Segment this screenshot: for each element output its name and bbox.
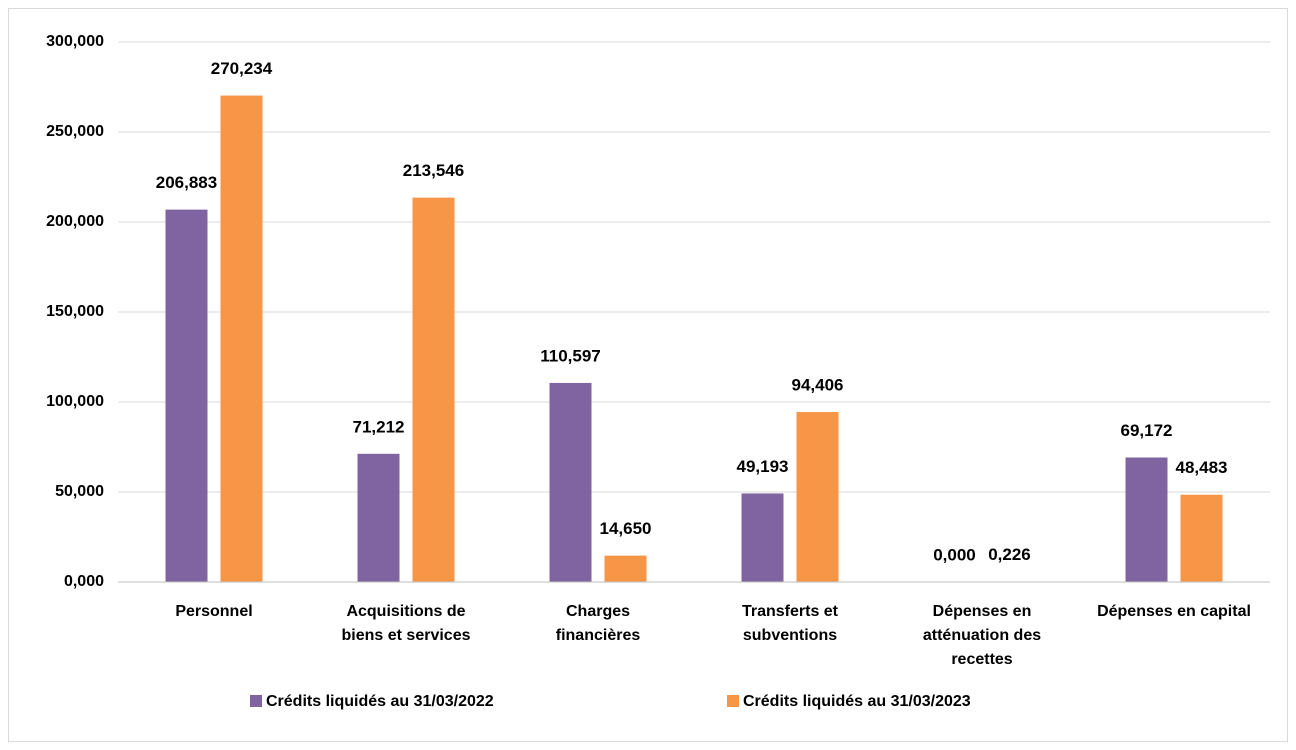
bar	[604, 555, 647, 582]
data-label: 48,483	[1176, 458, 1228, 477]
bar	[1125, 457, 1168, 582]
x-tick-label: Acquisitions de biens et services	[342, 603, 471, 644]
data-label: 110,597	[540, 346, 601, 365]
data-label: 213,546	[403, 161, 464, 180]
x-tick-label: Dépenses en atténuation des recettes	[923, 603, 1041, 668]
data-label: 270,234	[211, 59, 273, 78]
bar	[412, 197, 455, 583]
legend-swatch	[250, 695, 262, 707]
data-label: 69,172	[1121, 421, 1173, 440]
bar	[796, 412, 839, 582]
y-tick-label: 0,000	[64, 573, 104, 590]
data-label: 71,212	[353, 417, 405, 436]
data-label: 0,000	[933, 545, 976, 564]
bar	[549, 382, 592, 582]
x-tick-label: Dépenses en capital	[1097, 603, 1251, 620]
x-tick-label: Charges financières	[556, 603, 641, 644]
data-label: 49,193	[737, 457, 789, 476]
legend-label: Crédits liquidés au 31/03/2022	[266, 693, 494, 710]
y-tick-label: 100,000	[46, 393, 104, 410]
y-tick-label: 150,000	[46, 303, 104, 320]
data-label: 94,406	[792, 376, 844, 395]
bar	[165, 209, 208, 582]
bar	[220, 95, 263, 582]
x-tick-label: Transferts et subventions	[742, 603, 839, 644]
bar	[1180, 494, 1223, 582]
data-label: 14,650	[600, 519, 652, 538]
x-tick-label: Personnel	[175, 603, 252, 620]
y-tick-label: 200,000	[46, 213, 104, 230]
y-tick-label: 250,000	[46, 123, 104, 140]
bar	[741, 493, 784, 582]
legend-label: Crédits liquidés au 31/03/2023	[743, 693, 971, 710]
y-tick-label: 300,000	[46, 33, 104, 50]
data-label: 0,226	[988, 545, 1031, 564]
data-label: 206,883	[156, 173, 217, 192]
bar	[357, 453, 400, 582]
y-tick-label: 50,000	[55, 483, 104, 500]
legend-swatch	[727, 695, 739, 707]
